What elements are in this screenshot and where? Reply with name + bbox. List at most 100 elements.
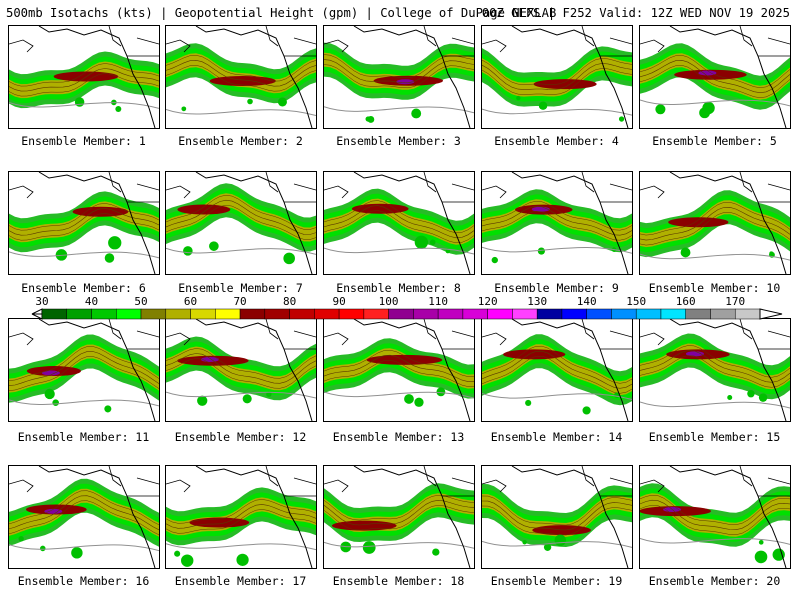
ensemble-member-caption: Ensemble Member: 3: [336, 134, 461, 148]
colorbar-swatch: [710, 308, 736, 320]
colorbar-swatch: [165, 308, 191, 320]
height-contour-line: [324, 210, 474, 244]
jet-max-purple: [44, 508, 63, 514]
height-contour-line: [482, 355, 632, 394]
ensemble-member-caption: Ensemble Member: 2: [178, 134, 303, 148]
height-contour-line: [166, 499, 316, 524]
height-contour-line: [640, 212, 790, 246]
ensemble-map-panel: [8, 318, 160, 422]
jet-max-purple: [698, 70, 717, 76]
isotach-blob: [209, 241, 219, 251]
border-lines: [581, 319, 632, 350]
isotach-blob: [174, 550, 181, 557]
isotach-blob: [432, 548, 440, 556]
jet-band-yellow: [640, 493, 790, 537]
height-contour-line: [9, 500, 159, 536]
colorbar-tick-label: 100: [378, 295, 399, 308]
grey-height-contour: [640, 253, 790, 261]
colorbar-swatch: [91, 308, 117, 320]
height-contour-line: [9, 63, 159, 87]
isotach-blob: [414, 235, 429, 249]
border-lines: [265, 466, 316, 497]
isotach-blob: [277, 97, 287, 107]
isotach-blob: [754, 550, 768, 564]
isotach-blob: [516, 95, 521, 101]
height-contour-line: [640, 345, 790, 378]
border-lines: [581, 172, 632, 203]
isotach-blob: [108, 236, 122, 250]
jet-core: [177, 204, 231, 215]
grey-height-contour: [482, 540, 632, 548]
grey-height-contour: [640, 401, 790, 409]
height-contour-line: [324, 505, 474, 531]
jet-band-yellow: [9, 344, 159, 393]
colorbar-tick-label: 60: [183, 295, 198, 308]
isotach-blob: [242, 394, 252, 404]
coastline: [38, 26, 156, 128]
colorbar-swatch: [685, 308, 711, 320]
isotach-map: [324, 466, 474, 568]
coastline: [640, 479, 665, 493]
colorbar-tick-label: 70: [233, 295, 247, 308]
colorbar-tick-label: 120: [477, 295, 498, 308]
grey-height-contour: [482, 393, 632, 400]
colorbar-swatch: [611, 308, 637, 320]
ensemble-map-panel: [323, 25, 475, 129]
colorbar-swatch: [437, 308, 464, 320]
coastline: [9, 479, 34, 493]
header-valid-time: 00Z GEFS | F252 Valid: 12Z WED NOV 19 20…: [481, 6, 790, 20]
isotach-blob: [436, 387, 446, 397]
height-contour-line: [9, 346, 159, 381]
height-contour-line: [482, 345, 632, 384]
jet-core: [331, 520, 397, 531]
border-lines: [739, 319, 790, 350]
height-contour-line: [324, 200, 474, 234]
border-lines: [265, 319, 316, 350]
grey-height-contour: [324, 106, 474, 114]
coastline: [9, 39, 34, 53]
grey-height-contour: [9, 251, 159, 259]
grey-height-contour: [324, 391, 474, 399]
grey-height-contour: [9, 399, 159, 407]
height-contour-line: [482, 210, 632, 241]
height-contour-line: [166, 358, 316, 389]
coastline: [353, 466, 471, 568]
jet-core: [72, 206, 129, 217]
colorbar-tick-label: 150: [626, 295, 647, 308]
coastline: [324, 479, 349, 493]
coastline: [324, 332, 349, 346]
height-contour-line: [166, 194, 316, 230]
isotach-colorbar: 30 40 50 60 70 80 90 100 110 120 130 140 150 160 170: [0, 296, 800, 320]
colorbar-swatch: [314, 308, 340, 320]
ensemble-member-caption: Ensemble Member: 10: [648, 281, 781, 295]
colorbar-swatch: [388, 308, 414, 320]
ensemble-member-caption: Ensemble Member: 19: [490, 574, 623, 588]
jet-core: [351, 203, 409, 214]
height-contour-line: [482, 58, 632, 85]
coastline: [9, 332, 34, 346]
jet-core: [503, 349, 566, 360]
jet-core: [53, 71, 119, 82]
coastline: [166, 479, 191, 493]
colorbar-swatch: [66, 308, 92, 320]
colorbar-right-arrow: [759, 308, 783, 320]
coastline: [166, 185, 191, 199]
isotach-blob: [104, 405, 112, 413]
height-contour-line: [9, 68, 159, 92]
colorbar-swatch: [264, 308, 290, 320]
colorbar-swatch: [190, 308, 216, 320]
coastline: [38, 319, 156, 421]
border-lines: [739, 26, 790, 57]
jet-band-outer: [9, 478, 159, 547]
coastline: [640, 332, 665, 346]
isotach-blob: [772, 548, 785, 561]
height-contour-line: [166, 199, 316, 235]
isotach-blob: [429, 239, 436, 246]
isotach-blob: [71, 547, 83, 559]
coastline: [640, 185, 665, 199]
isotach-blob: [538, 101, 548, 110]
jet-band-light: [9, 483, 159, 542]
height-contour-line: [640, 355, 790, 388]
coastline: [353, 26, 471, 128]
colorbar-swatch: [41, 308, 68, 320]
